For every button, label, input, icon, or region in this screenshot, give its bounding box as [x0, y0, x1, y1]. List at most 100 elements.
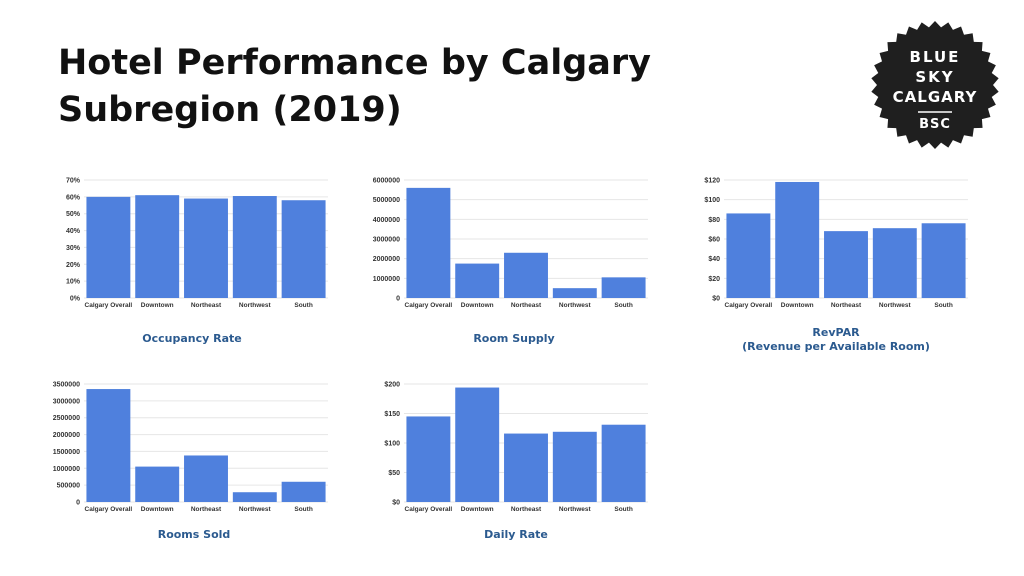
bar	[281, 481, 326, 502]
x-tick-label: Northeast	[511, 302, 542, 309]
x-tick-label: Northwest	[559, 506, 592, 513]
x-tick-label: Calgary Overall	[405, 302, 453, 309]
x-tick-label: South	[614, 302, 632, 309]
chart-title-text: RevPAR	[812, 326, 860, 339]
x-tick-label: Downtown	[781, 302, 814, 309]
bar	[455, 263, 500, 298]
x-tick-label: Calgary Overall	[85, 506, 133, 513]
chart-title-room-supply: Room Supply	[394, 332, 634, 346]
x-tick-label: Northwest	[239, 506, 272, 513]
bar	[184, 455, 228, 502]
y-tick-label: $150	[384, 411, 400, 418]
y-tick-label: 4000000	[373, 217, 400, 224]
x-tick-label: Northeast	[511, 506, 542, 513]
x-tick-label: Downtown	[461, 506, 494, 513]
y-tick-label: $20	[708, 276, 720, 283]
bar	[504, 433, 548, 502]
y-tick-label: 10%	[66, 279, 81, 286]
bar	[455, 387, 500, 502]
y-tick-label: 1000000	[373, 276, 400, 283]
bar	[135, 195, 180, 298]
y-tick-label: $60	[708, 237, 720, 244]
logo-badge-shape	[871, 21, 999, 149]
y-tick-label: 0%	[70, 296, 81, 303]
y-tick-label: $50	[388, 470, 400, 477]
bar	[184, 198, 228, 298]
chart-room-supply: 0 1000000 2000000 3000000 4000000 5000000 6000…	[360, 170, 660, 315]
bar	[406, 187, 451, 298]
bar	[552, 431, 597, 502]
chart-room-supply-svg: 0 1000000 2000000 3000000 4000000 5000000 6000…	[373, 178, 648, 309]
chart-revpar-svg: $0 $20 $40 $60 $80 $100 $120 Calgary Overall Dow…	[704, 178, 968, 309]
y-tick-label: 0	[76, 500, 80, 507]
x-tick-label: Northeast	[191, 302, 222, 309]
x-tick-label: Northwest	[559, 302, 592, 309]
x-tick-label: Downtown	[141, 506, 174, 513]
x-tick-label: Calgary Overall	[725, 302, 773, 309]
bar	[921, 223, 966, 298]
y-tick-label: 3500000	[53, 382, 80, 389]
bar	[281, 200, 326, 298]
y-tick-label: 1000000	[53, 466, 80, 473]
x-tick-label: Northeast	[191, 506, 222, 513]
bar	[232, 492, 277, 502]
y-tick-label: 2500000	[53, 415, 80, 422]
logo-line-1: BLUE	[910, 48, 961, 66]
y-tick-label: $100	[384, 441, 400, 448]
chart-occupancy-rate-svg: 0% 10% 20% 30% 40% 50% 60% 70% Calgary Overall Do…	[66, 178, 328, 309]
y-tick-label: $200	[384, 382, 400, 389]
chart-rooms-sold: 0 500000 1000000 1500000 2000000 2500000 30000…	[40, 374, 340, 519]
chart-title-text: Occupancy Rate	[142, 332, 242, 345]
y-tick-label: 2000000	[53, 432, 80, 439]
bar	[504, 252, 548, 298]
x-tick-label: Northwest	[239, 302, 272, 309]
logo-line-4: BSC	[919, 117, 951, 132]
chart-title-daily-rate: Daily Rate	[396, 528, 636, 542]
y-tick-label: 6000000	[373, 178, 400, 185]
y-tick-label: 0	[396, 296, 400, 303]
y-tick-label: $100	[704, 197, 720, 204]
blue-sky-calgary-logo: BLUE SKY CALGARY BSC	[870, 20, 1000, 150]
bar	[775, 181, 820, 298]
x-tick-label: Downtown	[141, 302, 174, 309]
page-title: Hotel Performance by Calgary Subregion (…	[58, 43, 651, 130]
chart-title-rooms-sold: Rooms Sold	[74, 528, 314, 542]
y-tick-label: $80	[708, 217, 720, 224]
y-tick-label: 2000000	[373, 256, 400, 263]
y-tick-label: $40	[708, 256, 720, 263]
chart-title-text: Rooms Sold	[157, 528, 231, 541]
bar	[601, 277, 646, 298]
y-tick-label: 3000000	[373, 237, 400, 244]
y-tick-label: 5000000	[373, 197, 400, 204]
bar	[726, 213, 771, 298]
bar	[86, 196, 131, 298]
y-tick-label: 30%	[66, 245, 81, 252]
chart-title-revpar: RevPAR (Revenue per Available Room)	[716, 326, 956, 354]
chart-daily-rate: $0 $50 $100 $150 $200 Calgary Overall Downtown…	[360, 374, 660, 519]
bar	[86, 389, 131, 502]
chart-rooms-sold-svg: 0 500000 1000000 1500000 2000000 2500000 30000…	[53, 382, 328, 513]
y-tick-label: $0	[712, 296, 720, 303]
y-tick-label: 1500000	[53, 449, 80, 456]
y-tick-label: $120	[704, 178, 720, 185]
x-tick-label: South	[294, 506, 312, 513]
x-tick-label: Downtown	[461, 302, 494, 309]
chart-daily-rate-svg: $0 $50 $100 $150 $200 Calgary Overall Downtown…	[384, 382, 648, 513]
bar	[406, 416, 451, 502]
chart-subtitle-text: (Revenue per Available Room)	[742, 340, 930, 353]
logo-line-2: SKY	[915, 68, 954, 86]
bar	[552, 288, 597, 298]
x-tick-label: South	[294, 302, 312, 309]
bar	[232, 196, 277, 298]
y-tick-label: 20%	[66, 262, 81, 269]
y-tick-label: 50%	[66, 211, 81, 218]
y-tick-label: 500000	[57, 483, 80, 490]
bar	[872, 228, 917, 298]
y-tick-label: 3000000	[53, 398, 80, 405]
logo-line-3: CALGARY	[893, 88, 978, 106]
y-tick-label: 70%	[66, 178, 81, 185]
bar	[824, 231, 868, 298]
chart-occupancy-rate: 0% 10% 20% 30% 40% 50% 60% 70% Calgary Overall Do…	[40, 170, 340, 315]
chart-title-text: Room Supply	[473, 332, 555, 345]
x-tick-label: Northwest	[879, 302, 912, 309]
